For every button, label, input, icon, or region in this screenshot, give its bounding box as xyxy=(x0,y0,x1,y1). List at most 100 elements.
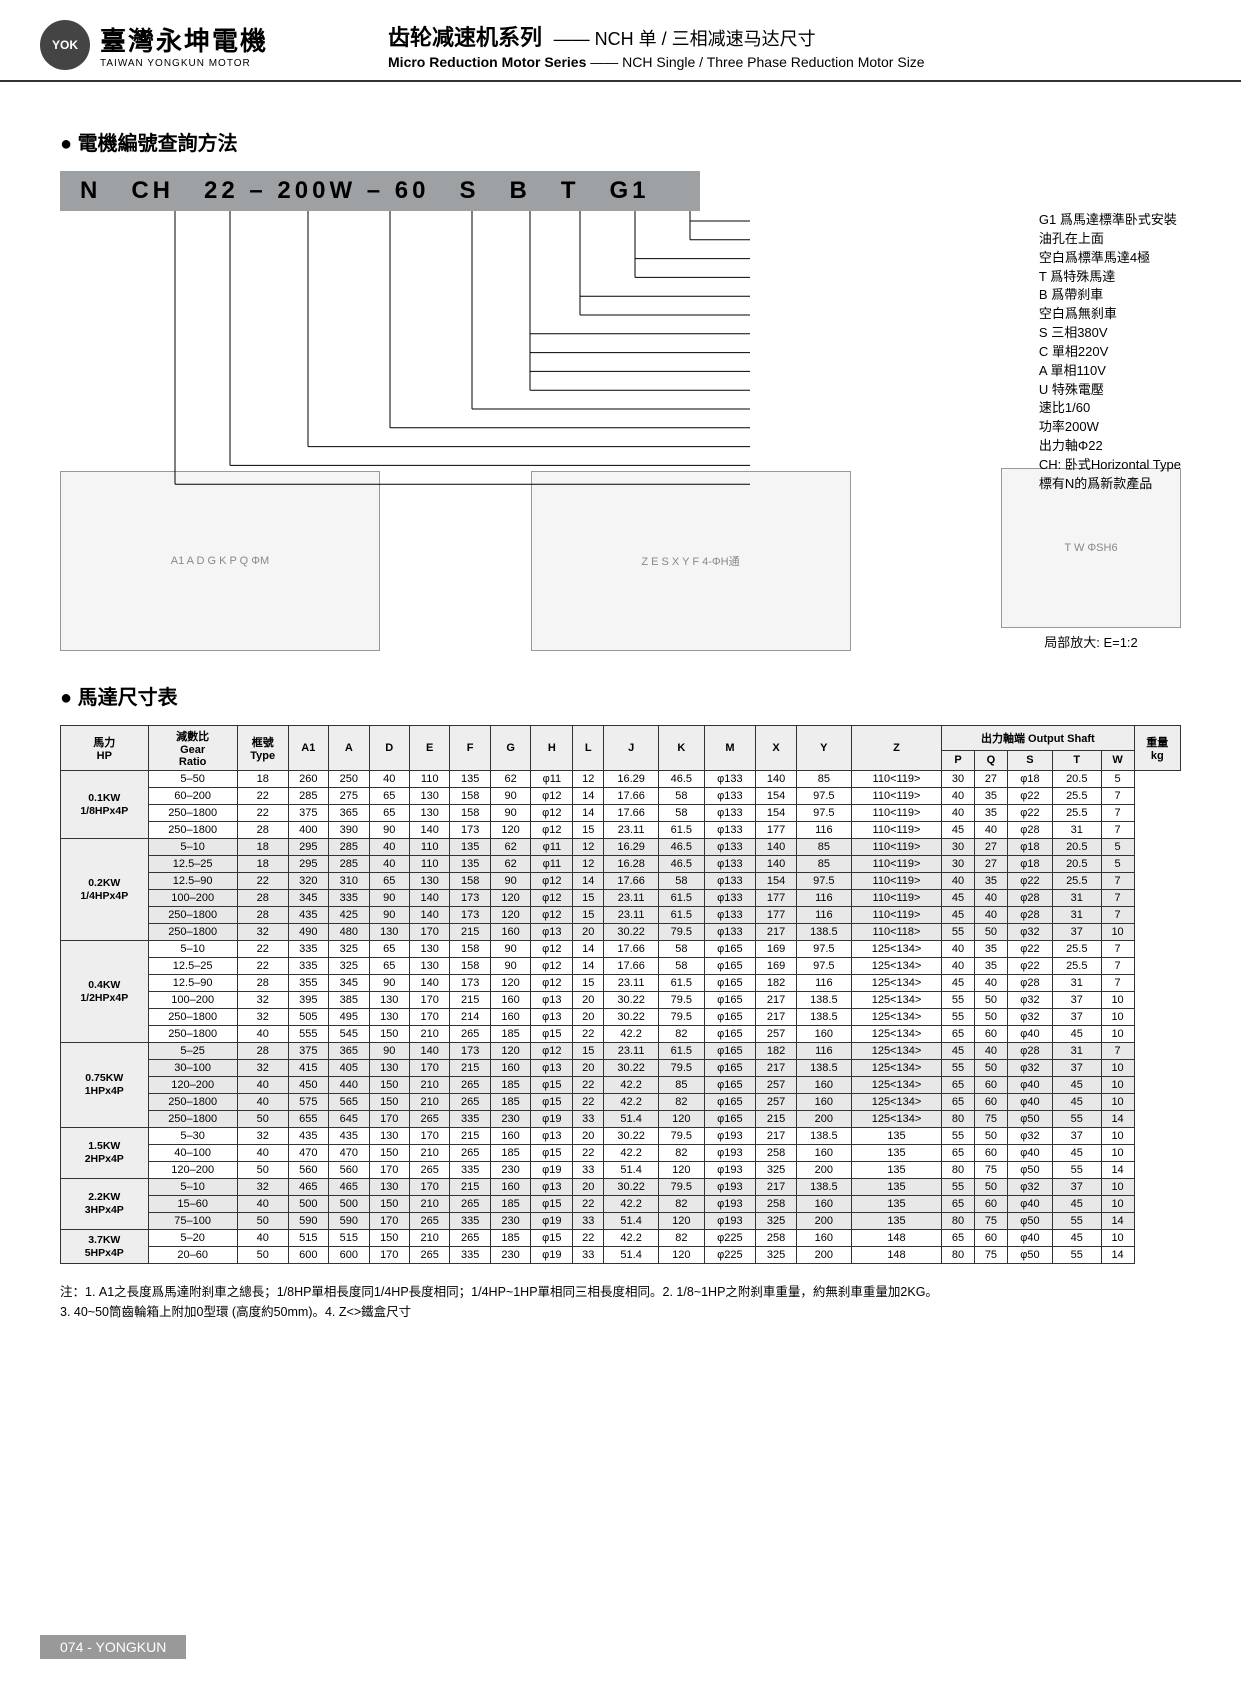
table-cell: 22 xyxy=(237,805,288,822)
table-cell: 645 xyxy=(329,1111,369,1128)
table-header: Z xyxy=(851,726,941,771)
table-cell: φ40 xyxy=(1007,1145,1052,1162)
table-cell: 200 xyxy=(796,1111,851,1128)
table-cell: 5–10 xyxy=(148,1179,237,1196)
table-cell: 7 xyxy=(1101,873,1134,890)
table-cell: φ19 xyxy=(531,1213,573,1230)
table-cell: φ165 xyxy=(704,992,756,1009)
table-cell: 42.2 xyxy=(604,1196,659,1213)
model-code-part: 22 – 200W – 60 xyxy=(204,177,429,205)
table-cell: 148 xyxy=(851,1247,941,1264)
table-cell: 97.5 xyxy=(796,788,851,805)
table-cell: 10 xyxy=(1101,1196,1134,1213)
drawing-shaft-detail-wrap: T W ΦSH6 局部放大: E=1:2 xyxy=(1001,468,1181,651)
table-cell: 23.11 xyxy=(604,907,659,924)
table-cell: 200 xyxy=(796,1162,851,1179)
table-cell: 79.5 xyxy=(659,1009,704,1026)
table-cell: 40 xyxy=(237,1196,288,1213)
table-cell: 10 xyxy=(1101,1179,1134,1196)
table-cell: 140 xyxy=(409,890,449,907)
table-cell: 185 xyxy=(490,1077,530,1094)
table-cell: 110<119> xyxy=(851,907,941,924)
table-cell: 55 xyxy=(1052,1162,1101,1179)
table-cell: 82 xyxy=(659,1094,704,1111)
table-cell: 140 xyxy=(756,771,796,788)
table-cell: 5–30 xyxy=(148,1128,237,1145)
table-cell: 140 xyxy=(756,839,796,856)
table-cell: 135 xyxy=(851,1145,941,1162)
table-cell: φ22 xyxy=(1007,788,1052,805)
table-cell: 375 xyxy=(288,805,328,822)
table-cell: 110<119> xyxy=(851,822,941,839)
table-cell: 20 xyxy=(573,924,604,941)
table-cell: 120–200 xyxy=(148,1077,237,1094)
table-cell: 217 xyxy=(756,1009,796,1026)
table-cell: φ12 xyxy=(531,822,573,839)
table-cell: 22 xyxy=(573,1145,604,1162)
table-cell: 61.5 xyxy=(659,822,704,839)
table-header: S xyxy=(1007,750,1052,770)
table-cell: 40 xyxy=(942,873,975,890)
table-cell: 55 xyxy=(1052,1213,1101,1230)
table-header: G xyxy=(490,726,530,771)
table-cell: 45 xyxy=(1052,1145,1101,1162)
table-cell: 130 xyxy=(409,873,449,890)
table-cell: 97.5 xyxy=(796,873,851,890)
table-cell: φ12 xyxy=(531,941,573,958)
table-cell: φ22 xyxy=(1007,958,1052,975)
table-cell: 20.5 xyxy=(1052,856,1101,873)
table-cell: 27 xyxy=(975,856,1008,873)
table-cell: φ12 xyxy=(531,958,573,975)
table-row: 12.5–90223203106513015890φ121417.6658φ13… xyxy=(61,873,1181,890)
table-cell: φ28 xyxy=(1007,822,1052,839)
table-cell: 230 xyxy=(490,1162,530,1179)
drawing-side-view: A1 A D G K P Q ΦM xyxy=(60,471,380,651)
table-cell: φ133 xyxy=(704,856,756,873)
table-cell: 60 xyxy=(975,1094,1008,1111)
table-cell: 42.2 xyxy=(604,1145,659,1162)
table-cell: 120 xyxy=(490,822,530,839)
table-cell: 390 xyxy=(329,822,369,839)
table-cell: φ40 xyxy=(1007,1230,1052,1247)
table-row: 100–2002834533590140173120φ121523.1161.5… xyxy=(61,890,1181,907)
table-cell: φ50 xyxy=(1007,1111,1052,1128)
table-cell: 90 xyxy=(490,958,530,975)
table-cell: φ193 xyxy=(704,1162,756,1179)
table-cell: 130 xyxy=(369,1179,409,1196)
table-header: L xyxy=(573,726,604,771)
table-cell: φ193 xyxy=(704,1145,756,1162)
table-cell: φ18 xyxy=(1007,856,1052,873)
table-cell: φ15 xyxy=(531,1196,573,1213)
table-cell: 82 xyxy=(659,1026,704,1043)
table-cell: 14 xyxy=(1101,1213,1134,1230)
table-cell: 140 xyxy=(409,822,449,839)
table-cell: φ165 xyxy=(704,975,756,992)
brand-cn: 臺灣永坤電機 xyxy=(100,21,268,58)
table-cell: 215 xyxy=(450,924,490,941)
table-cell: φ11 xyxy=(531,771,573,788)
table-cell: 45 xyxy=(1052,1026,1101,1043)
table-cell: 335 xyxy=(288,941,328,958)
table-cell: φ133 xyxy=(704,907,756,924)
model-code-part: G1 xyxy=(610,177,650,205)
table-cell: 37 xyxy=(1052,924,1101,941)
table-cell: φ40 xyxy=(1007,1026,1052,1043)
table-cell: 50 xyxy=(237,1213,288,1230)
hp-cell: 3.7KW5HPx4P xyxy=(61,1230,149,1264)
table-row: 2.2KW3HPx4P5–1032465465130170215160φ1320… xyxy=(61,1179,1181,1196)
table-header: M xyxy=(704,726,756,771)
table-cell: 515 xyxy=(288,1230,328,1247)
table-row: 120–20050560560170265335230φ193351.4120φ… xyxy=(61,1162,1181,1179)
table-cell: 120 xyxy=(659,1111,704,1128)
table-cell: φ165 xyxy=(704,1111,756,1128)
table-cell: 210 xyxy=(409,1077,449,1094)
table-row: 120–20040450440150210265185φ152242.285φ1… xyxy=(61,1077,1181,1094)
table-cell: 140 xyxy=(409,1043,449,1060)
table-cell: 260 xyxy=(288,771,328,788)
table-cell: 12.5–90 xyxy=(148,873,237,890)
table-cell: 65 xyxy=(369,788,409,805)
table-cell: 140 xyxy=(409,907,449,924)
table-cell: φ13 xyxy=(531,1009,573,1026)
legend-item: 標有N的爲新款產品 xyxy=(1039,475,1181,494)
table-cell: 295 xyxy=(288,856,328,873)
